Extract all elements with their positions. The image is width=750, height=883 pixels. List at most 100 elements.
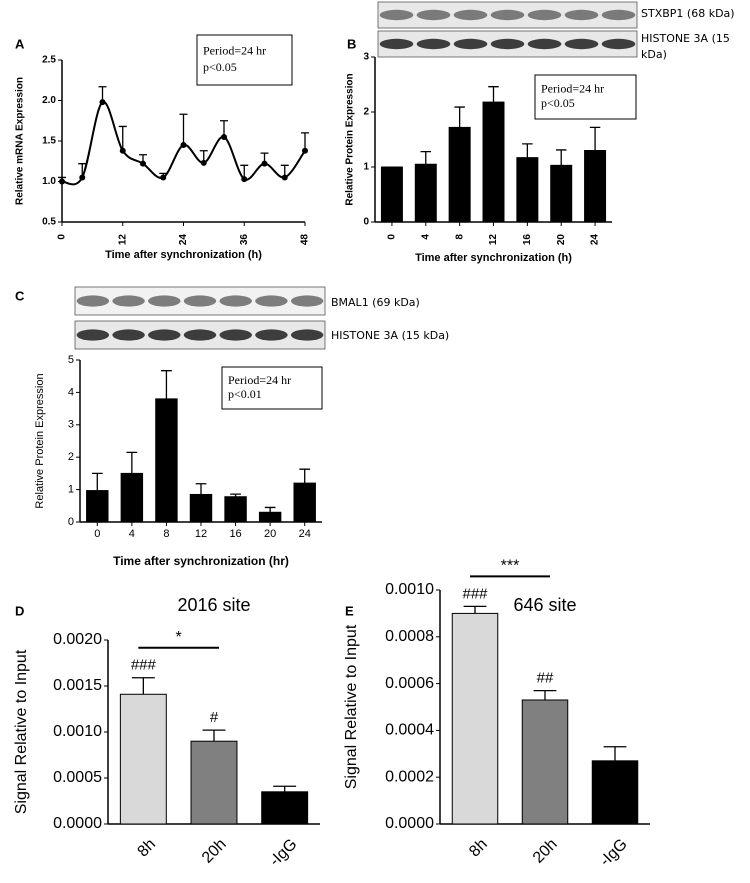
x-tick-label: 8 [454, 234, 465, 240]
blot-band [601, 38, 636, 50]
blot-band [564, 9, 599, 21]
x-tick-label: 12 [488, 234, 499, 246]
blot-label: BMAL1 (69 kDa) [331, 296, 420, 309]
bar [451, 612, 499, 825]
blot-band [219, 329, 252, 341]
error-bar [126, 451, 138, 474]
blot-band [490, 9, 525, 21]
x-tick-label: 24 [299, 528, 311, 540]
x-tick-label: 12 [195, 528, 207, 540]
error-bar [522, 143, 533, 158]
error-bar [555, 149, 567, 166]
bar [448, 126, 471, 223]
blot-label: STXBP1 (68 kDa) [641, 7, 735, 20]
y-tick-label: 1 [68, 484, 74, 496]
x-tick-label: 16 [229, 528, 241, 540]
x-tick-label: 4 [129, 528, 135, 540]
blot-band [601, 9, 636, 21]
y-tick-label: 2.5 [42, 55, 56, 66]
x-tick-label: 36 [239, 234, 250, 246]
y-axis-label: Signal Relative to Input [343, 624, 360, 789]
annotation: p<0.05 [203, 60, 237, 74]
y-tick-label: 0.0010 [53, 723, 102, 740]
error-bar [533, 689, 557, 700]
chart-title: 2016 site [177, 595, 250, 615]
significance-mark: ## [537, 670, 554, 687]
blot-band [148, 295, 181, 307]
error-bar [454, 106, 465, 128]
y-tick-label: 5 [68, 354, 74, 366]
blot-band [290, 329, 324, 341]
blot-band [527, 38, 562, 50]
blot-band [148, 329, 181, 341]
bar [516, 157, 539, 223]
bar [119, 693, 167, 825]
bar [189, 493, 213, 523]
error-bar [488, 86, 499, 103]
y-tick-label: 0.0010 [385, 581, 434, 598]
bar [293, 482, 316, 523]
blot-band [527, 9, 562, 21]
point [160, 174, 167, 181]
bar [190, 740, 238, 825]
blot-band [416, 38, 451, 50]
point [221, 133, 227, 140]
blot-label: HISTONE 3A (15 kDa) [641, 32, 730, 61]
blot-band [255, 295, 288, 307]
bar [380, 166, 403, 223]
blot-band [416, 9, 451, 21]
point [180, 142, 187, 149]
error-bar [131, 677, 155, 695]
y-tick-label: 0 [68, 516, 74, 528]
point [261, 160, 268, 167]
bar [86, 490, 109, 523]
error-bar [161, 370, 172, 399]
point [119, 147, 126, 154]
annotation: Period=24 hr [541, 81, 604, 95]
y-axis-label: Relative Protein Expression [34, 373, 46, 508]
y-tick-label: 0.0020 [53, 631, 102, 648]
annotation: p<0.05 [541, 96, 575, 110]
y-tick-label: 1.0 [42, 176, 56, 187]
blot-band [453, 38, 488, 50]
x-tick-label: 20 [264, 528, 276, 540]
blot-band [379, 9, 414, 21]
significance-label: *** [501, 558, 520, 575]
blot-band [453, 9, 488, 21]
x-axis-label: Time after synchronization (h) [105, 249, 262, 261]
y-tick-label: 4 [68, 386, 74, 398]
x-tick-label: 8h [135, 836, 160, 861]
annotation: Period=24 hr [203, 43, 266, 57]
x-tick-label: 24 [178, 234, 189, 246]
panel-label: D [15, 603, 24, 618]
point [59, 178, 65, 185]
y-tick-label: 2.0 [42, 95, 56, 106]
blot-band [76, 295, 110, 307]
point [140, 160, 146, 167]
x-axis-label: Time after synchronization (h) [415, 252, 572, 264]
y-tick-label: 0.0000 [385, 815, 434, 832]
error-bar [273, 785, 297, 792]
y-tick-label: 0.0015 [53, 677, 102, 694]
bar [414, 163, 437, 223]
bar [258, 511, 282, 523]
panel-label: C [15, 288, 25, 303]
annotation: Period=24 hr [228, 373, 291, 387]
error-bar [195, 483, 207, 495]
annotation: p<0.01 [228, 387, 262, 401]
x-tick-label: 48 [300, 234, 311, 246]
bar [120, 472, 144, 523]
chart-title: 646 site [513, 595, 576, 615]
point [99, 99, 106, 106]
x-tick-label: 20h [530, 836, 561, 867]
x-tick-label: 20 [556, 234, 567, 246]
x-axis-label: Time after synchronization (hr) [113, 554, 289, 568]
error-bar [179, 113, 188, 146]
bar [521, 699, 569, 825]
bar [224, 496, 247, 523]
blot-label: HISTONE 3A (15 kDa) [331, 329, 450, 342]
y-tick-label: 0 [363, 217, 369, 228]
significance-label: * [176, 629, 182, 646]
